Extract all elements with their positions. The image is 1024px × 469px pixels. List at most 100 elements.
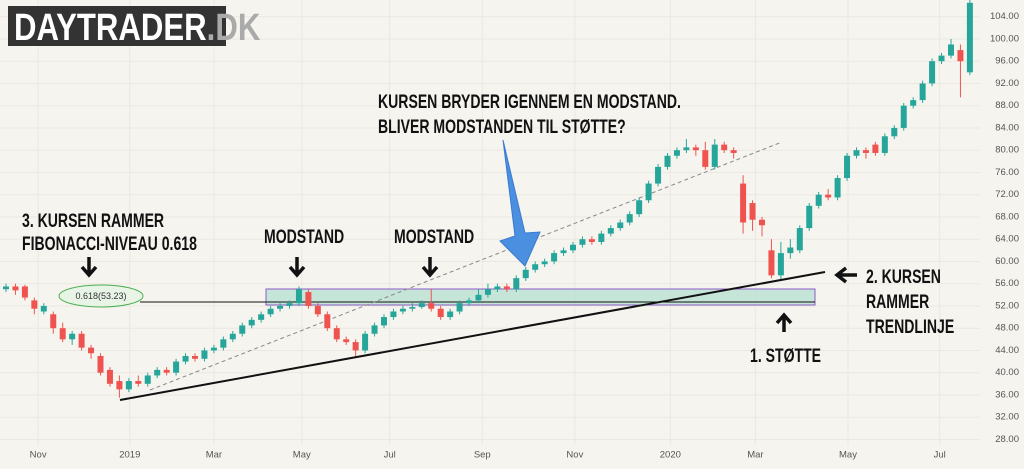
candle-body xyxy=(938,55,945,62)
candle-body xyxy=(210,347,217,351)
candle-body xyxy=(617,222,624,229)
candle-body xyxy=(324,314,331,329)
candle-body xyxy=(711,144,718,167)
candle-body xyxy=(825,194,832,198)
annotation-text: BLIVER MODSTANDEN TIL STØTTE? xyxy=(378,116,626,138)
candle-body xyxy=(305,292,312,306)
candle-body xyxy=(692,147,699,151)
x-tick-label: Mar xyxy=(747,450,763,461)
candle-body xyxy=(21,286,28,298)
big-arrow xyxy=(499,139,541,267)
annotation-text: RAMMER xyxy=(866,291,929,313)
candle-body xyxy=(588,239,595,242)
y-tick-label: 52.00 xyxy=(995,300,1019,311)
candle-body xyxy=(267,308,274,315)
y-tick-label: 76.00 xyxy=(995,167,1019,178)
candle-body xyxy=(834,178,841,198)
y-tick-label: 92.00 xyxy=(995,78,1019,89)
candle-body xyxy=(352,342,359,351)
logo-box xyxy=(8,6,226,46)
annotation: BLIVER MODSTANDEN TIL STØTTE? xyxy=(378,116,626,138)
candle-body xyxy=(957,50,964,62)
candle-body xyxy=(891,127,898,137)
y-tick-label: 44.00 xyxy=(995,345,1019,356)
annotation: MODSTAND xyxy=(394,226,474,248)
candle-body xyxy=(768,250,775,276)
fib-ellipse xyxy=(58,284,144,308)
candle-body xyxy=(796,228,803,251)
candle-body xyxy=(437,308,444,318)
y-tick-label: 60.00 xyxy=(995,256,1019,267)
annotation: TRENDLINJE xyxy=(866,316,954,338)
candle-body xyxy=(286,303,293,306)
fib-label: 0.618(53.23) xyxy=(75,291,126,301)
candle-body xyxy=(702,150,709,167)
candle-body xyxy=(607,228,614,234)
candle-body xyxy=(683,147,690,151)
candle-body xyxy=(787,247,794,254)
y-tick-label: 96.00 xyxy=(995,56,1019,67)
axis: 28.00 32.00 36.00 40.00 44.00 48.00 52.00 56.00… xyxy=(30,11,1019,460)
candle-body xyxy=(494,286,501,290)
logo-main: DAYTRADER xyxy=(14,7,207,49)
candle-body xyxy=(59,328,66,340)
candle-body xyxy=(106,369,113,384)
candle-body xyxy=(551,253,558,262)
candle-body xyxy=(475,294,482,301)
candle-body xyxy=(40,305,47,312)
arrow-left xyxy=(834,266,857,284)
candle-body xyxy=(522,269,529,279)
candle-body xyxy=(900,105,907,128)
candle-body xyxy=(125,381,132,390)
arrow-up xyxy=(775,312,793,332)
candle-body xyxy=(598,233,605,242)
x-tick-label: 2020 xyxy=(660,450,681,461)
candle-body xyxy=(97,356,104,373)
y-tick-label: 72.00 xyxy=(995,189,1019,200)
candle-body xyxy=(758,219,765,226)
x-tick-label: 2019 xyxy=(119,450,140,461)
candle-body xyxy=(844,155,851,178)
x-tick-label: Jul xyxy=(934,450,946,461)
candle-body xyxy=(673,150,680,156)
grid xyxy=(0,0,980,445)
candle-body xyxy=(966,2,973,73)
candle-body xyxy=(560,250,567,254)
logo: DAYTRADER.DK xyxy=(14,7,260,49)
annotation-text: MODSTAND xyxy=(264,226,344,248)
candle-body xyxy=(853,150,860,156)
y-tick-label: 32.00 xyxy=(995,412,1019,423)
candle-body xyxy=(919,83,926,101)
x-tick-label: May xyxy=(839,450,857,461)
candle-body xyxy=(191,356,198,359)
candle-body xyxy=(78,333,85,348)
x-tick-label: Nov xyxy=(566,450,583,461)
candle-body xyxy=(31,300,38,309)
candle-body xyxy=(513,278,520,290)
candle-body xyxy=(277,305,284,309)
y-tick-label: 88.00 xyxy=(995,100,1019,111)
candle-body xyxy=(626,214,633,223)
candle-body xyxy=(418,303,425,308)
candle-body xyxy=(390,311,397,318)
candle-body xyxy=(569,244,576,251)
arrow-down xyxy=(80,257,98,278)
candle-body xyxy=(806,205,813,229)
candle-body xyxy=(343,339,350,343)
candle-body xyxy=(655,166,662,184)
candle-body xyxy=(929,61,936,84)
arrow-down xyxy=(288,257,306,278)
y-tick-label: 56.00 xyxy=(995,278,1019,289)
candle-body xyxy=(645,183,652,201)
annotation: RAMMER xyxy=(866,291,929,313)
candle-body xyxy=(484,289,491,295)
annotation: 2. KURSEN xyxy=(866,266,941,288)
candle-body xyxy=(220,339,227,348)
candle-body xyxy=(362,333,369,351)
logo-text: DAYTRADER.DK xyxy=(14,7,260,49)
candle-body xyxy=(135,381,142,384)
annotation: 3. KURSEN RAMMER xyxy=(22,210,164,232)
candle-body xyxy=(314,305,321,315)
y-tick-label: 64.00 xyxy=(995,234,1019,245)
